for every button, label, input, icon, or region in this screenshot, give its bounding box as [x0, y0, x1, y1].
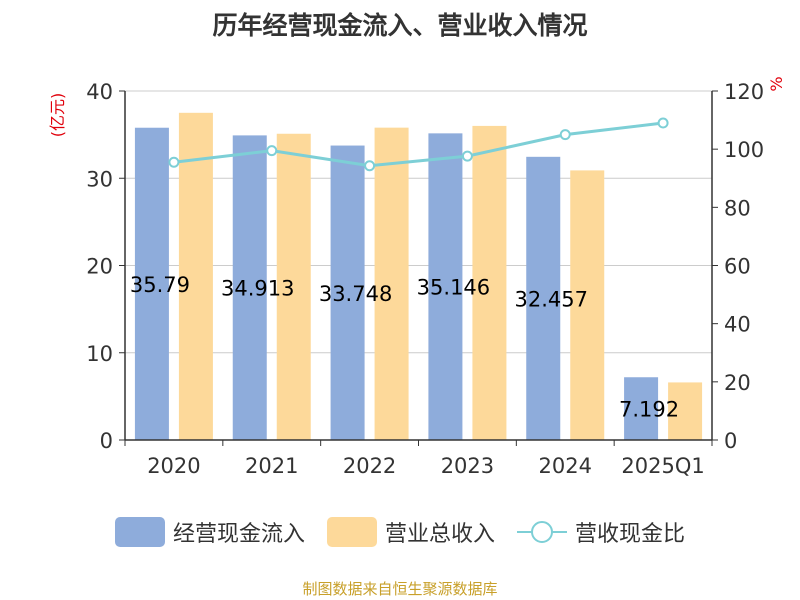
data-label-cash-inflow: 32.457 — [515, 287, 588, 311]
legend-item-ratio[interactable]: 营收现金比 — [517, 516, 685, 548]
x-tick-label: 2021 — [245, 454, 298, 478]
bar-cash-inflow — [428, 133, 463, 441]
ratio-line — [173, 121, 664, 168]
x-tick-label: 2023 — [441, 454, 494, 478]
bar-revenue — [472, 125, 507, 441]
x-tick-label: 2024 — [539, 454, 592, 478]
data-label-cash-inflow: 35.79 — [130, 273, 190, 297]
bar-revenue — [178, 112, 213, 440]
bar-cash-inflow — [330, 145, 365, 440]
source-note: 制图数据来自恒生聚源数据库 — [302, 580, 498, 598]
bar-cash-inflow — [526, 156, 561, 440]
bar-revenue — [570, 170, 605, 440]
y-right-tick-label: 20 — [724, 371, 751, 395]
bar-revenue — [374, 127, 409, 441]
y-right-tick-label: 80 — [724, 196, 751, 220]
ratio-point — [461, 150, 473, 162]
y-left-tick-label: 30 — [86, 167, 113, 191]
bar-revenue — [276, 133, 311, 440]
ratio-point — [559, 129, 571, 141]
y-left-tick-label: 0 — [100, 429, 113, 453]
legend-label-ratio: 营收现金比 — [575, 522, 686, 547]
ratio-point — [266, 145, 278, 157]
ratio-point — [364, 160, 376, 172]
y-right-tick-label: 100 — [724, 138, 764, 162]
legend-label-revenue: 营业总收入 — [384, 522, 495, 547]
x-tick-label: 2025Q1 — [621, 454, 704, 478]
data-label-cash-inflow: 33.748 — [319, 282, 392, 306]
bar-cash-inflow — [232, 135, 267, 440]
y-left-tick-label: 20 — [86, 255, 113, 279]
ratio-point — [168, 156, 180, 168]
legend-item-revenue[interactable]: 营业总收入 — [326, 516, 495, 548]
y-left-tick-label: 10 — [86, 342, 113, 366]
legend: 经营现金流入 营业总收入 营收现金比 — [0, 516, 800, 548]
bar-cash-inflow — [624, 377, 659, 440]
y-right-tick-label: 40 — [724, 313, 751, 337]
bar-cash-inflow — [134, 127, 169, 441]
y-left-tick-label: 40 — [86, 80, 113, 104]
ratio-point — [657, 117, 669, 129]
x-tick-label: 2022 — [343, 454, 396, 478]
bar-revenue — [668, 382, 703, 440]
data-label-cash-inflow: 34.913 — [221, 277, 294, 301]
legend-swatch-cash-inflow — [114, 517, 165, 547]
y-right-tick-label: 60 — [724, 255, 751, 279]
legend-item-cash-inflow[interactable]: 经营现金流入 — [114, 516, 305, 548]
data-label-cash-inflow: 35.146 — [417, 276, 490, 300]
data-label-cash-inflow: 7.192 — [619, 398, 679, 422]
x-tick-label: 2020 — [147, 454, 200, 478]
y-right-tick-label: 0 — [724, 429, 737, 453]
y-left-axis-label: (亿元) — [48, 93, 67, 138]
legend-line-marker-icon — [517, 517, 567, 547]
legend-label-cash-inflow: 经营现金流入 — [172, 522, 305, 547]
legend-swatch-revenue — [326, 517, 377, 547]
y-right-tick-label: 120 — [724, 80, 764, 104]
y-right-axis-label: % — [767, 76, 786, 91]
chart-title: 历年经营现金流入、营业收入情况 — [212, 11, 588, 40]
